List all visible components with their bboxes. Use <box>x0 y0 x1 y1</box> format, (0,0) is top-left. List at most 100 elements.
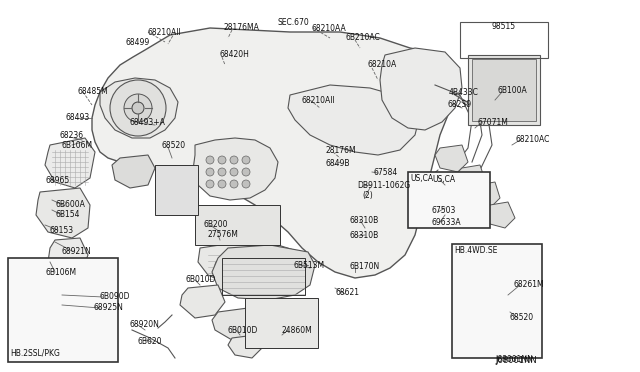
Polygon shape <box>36 188 90 238</box>
Circle shape <box>494 292 506 304</box>
Circle shape <box>206 180 214 188</box>
Bar <box>460 22 548 58</box>
Polygon shape <box>48 238 88 274</box>
Text: 68210AC: 68210AC <box>515 135 549 144</box>
Text: 68621: 68621 <box>336 288 360 297</box>
Text: 28176M: 28176M <box>326 146 356 155</box>
Text: 6B210AC: 6B210AC <box>346 33 381 42</box>
Text: 67503: 67503 <box>432 206 456 215</box>
Circle shape <box>124 94 152 122</box>
Circle shape <box>230 168 238 176</box>
Circle shape <box>488 286 512 310</box>
Text: 24860M: 24860M <box>282 326 313 335</box>
Text: 68239: 68239 <box>447 100 471 109</box>
Polygon shape <box>100 78 178 138</box>
Circle shape <box>470 265 490 285</box>
Circle shape <box>243 260 253 270</box>
Circle shape <box>206 156 214 164</box>
Circle shape <box>218 180 226 188</box>
Text: 69633A: 69633A <box>431 218 461 227</box>
Circle shape <box>215 260 225 270</box>
Circle shape <box>218 156 226 164</box>
Polygon shape <box>198 242 308 287</box>
Text: 67584: 67584 <box>374 168 398 177</box>
Text: J68001NN: J68001NN <box>495 356 537 365</box>
Text: HB.2SSL/PKG: HB.2SSL/PKG <box>10 349 60 358</box>
Text: 6B106M: 6B106M <box>62 141 93 150</box>
Polygon shape <box>472 182 500 208</box>
Text: 6B090D: 6B090D <box>99 292 129 301</box>
Text: 68210AII: 68210AII <box>148 28 182 37</box>
Text: 68493+A: 68493+A <box>130 118 166 127</box>
Polygon shape <box>212 245 315 300</box>
Polygon shape <box>458 165 485 190</box>
Circle shape <box>132 102 144 114</box>
Polygon shape <box>415 182 460 215</box>
Text: 27576M: 27576M <box>208 230 239 239</box>
Polygon shape <box>485 202 515 228</box>
Polygon shape <box>92 28 460 278</box>
Circle shape <box>475 270 485 280</box>
Text: 68493: 68493 <box>65 113 89 122</box>
Text: 6B620: 6B620 <box>137 337 161 346</box>
Circle shape <box>242 156 250 164</box>
Text: 4B433C: 4B433C <box>449 88 479 97</box>
Circle shape <box>242 168 250 176</box>
Text: 28176MA: 28176MA <box>224 23 260 32</box>
Circle shape <box>27 287 43 303</box>
Text: 68236: 68236 <box>60 131 84 140</box>
Text: 68925N: 68925N <box>93 303 123 312</box>
Text: 68965: 68965 <box>46 176 70 185</box>
Polygon shape <box>435 145 468 172</box>
Text: 6B106M: 6B106M <box>46 268 77 277</box>
Bar <box>245 298 318 348</box>
Text: 6B010D: 6B010D <box>228 326 259 335</box>
Circle shape <box>257 260 267 270</box>
Bar <box>195 205 280 245</box>
Text: DB911-1062G: DB911-1062G <box>357 181 410 190</box>
Circle shape <box>218 168 226 176</box>
Text: 6849B: 6849B <box>325 159 349 168</box>
Polygon shape <box>180 285 225 318</box>
Bar <box>408 172 490 228</box>
Circle shape <box>230 180 238 188</box>
Polygon shape <box>212 308 258 340</box>
Text: 98515: 98515 <box>492 22 516 31</box>
Text: 68920N: 68920N <box>130 320 160 329</box>
Text: 68520: 68520 <box>510 313 534 322</box>
Text: 6B154: 6B154 <box>55 210 79 219</box>
Bar <box>472 59 536 121</box>
Text: 6B513M: 6B513M <box>293 261 324 270</box>
Text: 68153: 68153 <box>50 226 74 235</box>
Text: 6B600A: 6B600A <box>55 200 85 209</box>
Circle shape <box>242 180 250 188</box>
Bar <box>468 55 540 125</box>
Text: 6B010D: 6B010D <box>185 275 216 284</box>
Polygon shape <box>288 85 420 155</box>
Polygon shape <box>193 138 278 200</box>
Text: 68499: 68499 <box>125 38 149 47</box>
Text: 6B100A: 6B100A <box>497 86 527 95</box>
Text: 68210AII: 68210AII <box>302 96 336 105</box>
Bar <box>452 244 542 358</box>
Polygon shape <box>380 48 462 130</box>
Polygon shape <box>112 155 155 188</box>
Circle shape <box>230 156 238 164</box>
Text: J68001NN: J68001NN <box>495 355 533 364</box>
Circle shape <box>206 168 214 176</box>
Text: (2): (2) <box>362 191 372 200</box>
Text: 68210A: 68210A <box>368 60 397 69</box>
Text: 6B200: 6B200 <box>203 220 227 229</box>
Bar <box>155 165 198 215</box>
Text: 6B170N: 6B170N <box>350 262 380 271</box>
Text: HB.4WD.SE: HB.4WD.SE <box>454 246 497 255</box>
Text: US,CA: US,CA <box>432 175 455 184</box>
Circle shape <box>110 80 166 136</box>
Text: 68310B: 68310B <box>349 231 378 240</box>
Text: US,CA: US,CA <box>410 174 433 183</box>
Polygon shape <box>60 275 90 300</box>
Text: SEC.670: SEC.670 <box>278 18 310 27</box>
Polygon shape <box>228 335 262 358</box>
Polygon shape <box>15 270 58 318</box>
Text: 68921N: 68921N <box>62 247 92 256</box>
